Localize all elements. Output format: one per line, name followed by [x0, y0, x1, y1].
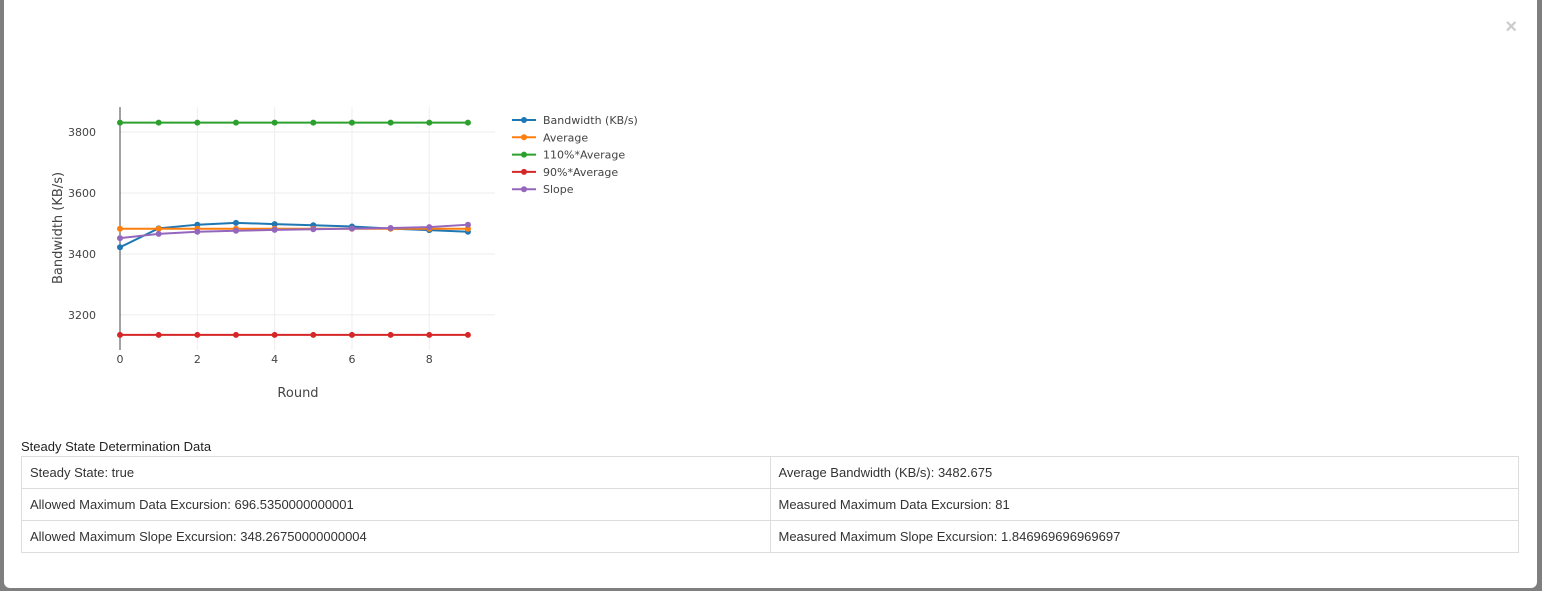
- data-point: [464, 331, 471, 338]
- table-cell: Measured Maximum Data Excursion: 81: [769, 488, 1519, 521]
- legend-entry: Average: [543, 131, 588, 144]
- modal: × 3200 3400 3600 3800 0 2 4 6 8 Round Bandwidth (K…: [4, 0, 1537, 588]
- legend-entry: 110%*Average: [543, 149, 625, 162]
- legend-marker: [521, 134, 527, 141]
- data-point: [271, 226, 278, 233]
- data-point: [387, 119, 394, 126]
- table-row: Allowed Maximum Data Excursion: 696.5350…: [21, 488, 1519, 521]
- table-cell: Average Bandwidth (KB/s): 3482.675: [769, 456, 1519, 489]
- table-title: Steady State Determination Data: [21, 439, 212, 454]
- data-point: [117, 244, 123, 251]
- data-point: [387, 331, 394, 338]
- data-point: [117, 119, 123, 126]
- data-point: [271, 221, 278, 228]
- data-point: [348, 119, 355, 126]
- data-point: [426, 331, 433, 338]
- data-point: [271, 119, 278, 126]
- x-axis-label: Round: [277, 386, 318, 401]
- table-row: Steady State: true Average Bandwidth (KB/…: [21, 456, 1519, 489]
- x-tick-label: 8: [426, 353, 433, 366]
- data-point: [310, 119, 317, 126]
- legend-marker: [521, 168, 527, 175]
- data-point: [387, 225, 394, 232]
- data-point: [155, 225, 162, 232]
- data-point: [194, 119, 201, 126]
- data-point: [117, 225, 123, 232]
- y-tick-label: 3200: [68, 309, 96, 322]
- y-tick-label: 3400: [68, 248, 96, 261]
- table-row: Allowed Maximum Slope Excursion: 348.267…: [21, 520, 1519, 553]
- legend-marker: [521, 117, 527, 123]
- table-cell: Steady State: true: [21, 456, 771, 489]
- data-point: [232, 227, 239, 234]
- table-cell: Allowed Maximum Data Excursion: 696.5350…: [21, 488, 771, 521]
- data-point: [155, 119, 162, 126]
- data-point: [117, 235, 123, 242]
- data-point: [232, 119, 239, 126]
- data-point: [348, 225, 355, 232]
- data-point: [117, 331, 123, 338]
- data-point: [155, 331, 162, 338]
- table-cell: Allowed Maximum Slope Excursion: 348.267…: [21, 520, 771, 553]
- legend-entry: Bandwidth (KB/s): [543, 114, 638, 127]
- data-point: [426, 119, 433, 126]
- legend-entry: Slope: [543, 183, 574, 196]
- data-point: [155, 230, 162, 237]
- legend-entry: 90%*Average: [543, 166, 618, 179]
- data-point: [232, 219, 239, 226]
- x-tick-label: 4: [271, 353, 278, 366]
- data-point: [348, 331, 355, 338]
- series-line: [119, 223, 469, 240]
- data-point: [464, 221, 471, 228]
- x-tick-label: 0: [117, 353, 124, 366]
- x-tick-label: 2: [194, 353, 201, 366]
- table-cell: Measured Maximum Slope Excursion: 1.8469…: [769, 520, 1519, 553]
- y-tick-label: 3600: [68, 187, 96, 200]
- steady-state-table: Steady State: true Average Bandwidth (KB/…: [21, 456, 1519, 553]
- y-axis-label: Bandwidth (KB/s): [51, 172, 66, 284]
- y-tick-label: 3800: [68, 126, 96, 139]
- data-point: [194, 228, 201, 235]
- legend-marker: [521, 186, 527, 193]
- data-point: [310, 331, 317, 338]
- x-tick-label: 6: [348, 353, 355, 366]
- data-point: [194, 331, 201, 338]
- chart: 3200 3400 3600 3800 0 2 4 6 8 Round Bandwidth (KB/…: [51, 107, 638, 401]
- data-point: [310, 226, 317, 233]
- legend-marker: [521, 151, 527, 158]
- data-point: [232, 331, 239, 338]
- data-point: [426, 224, 433, 231]
- data-point: [464, 119, 471, 126]
- data-point: [271, 331, 278, 338]
- close-icon[interactable]: ×: [1505, 16, 1517, 38]
